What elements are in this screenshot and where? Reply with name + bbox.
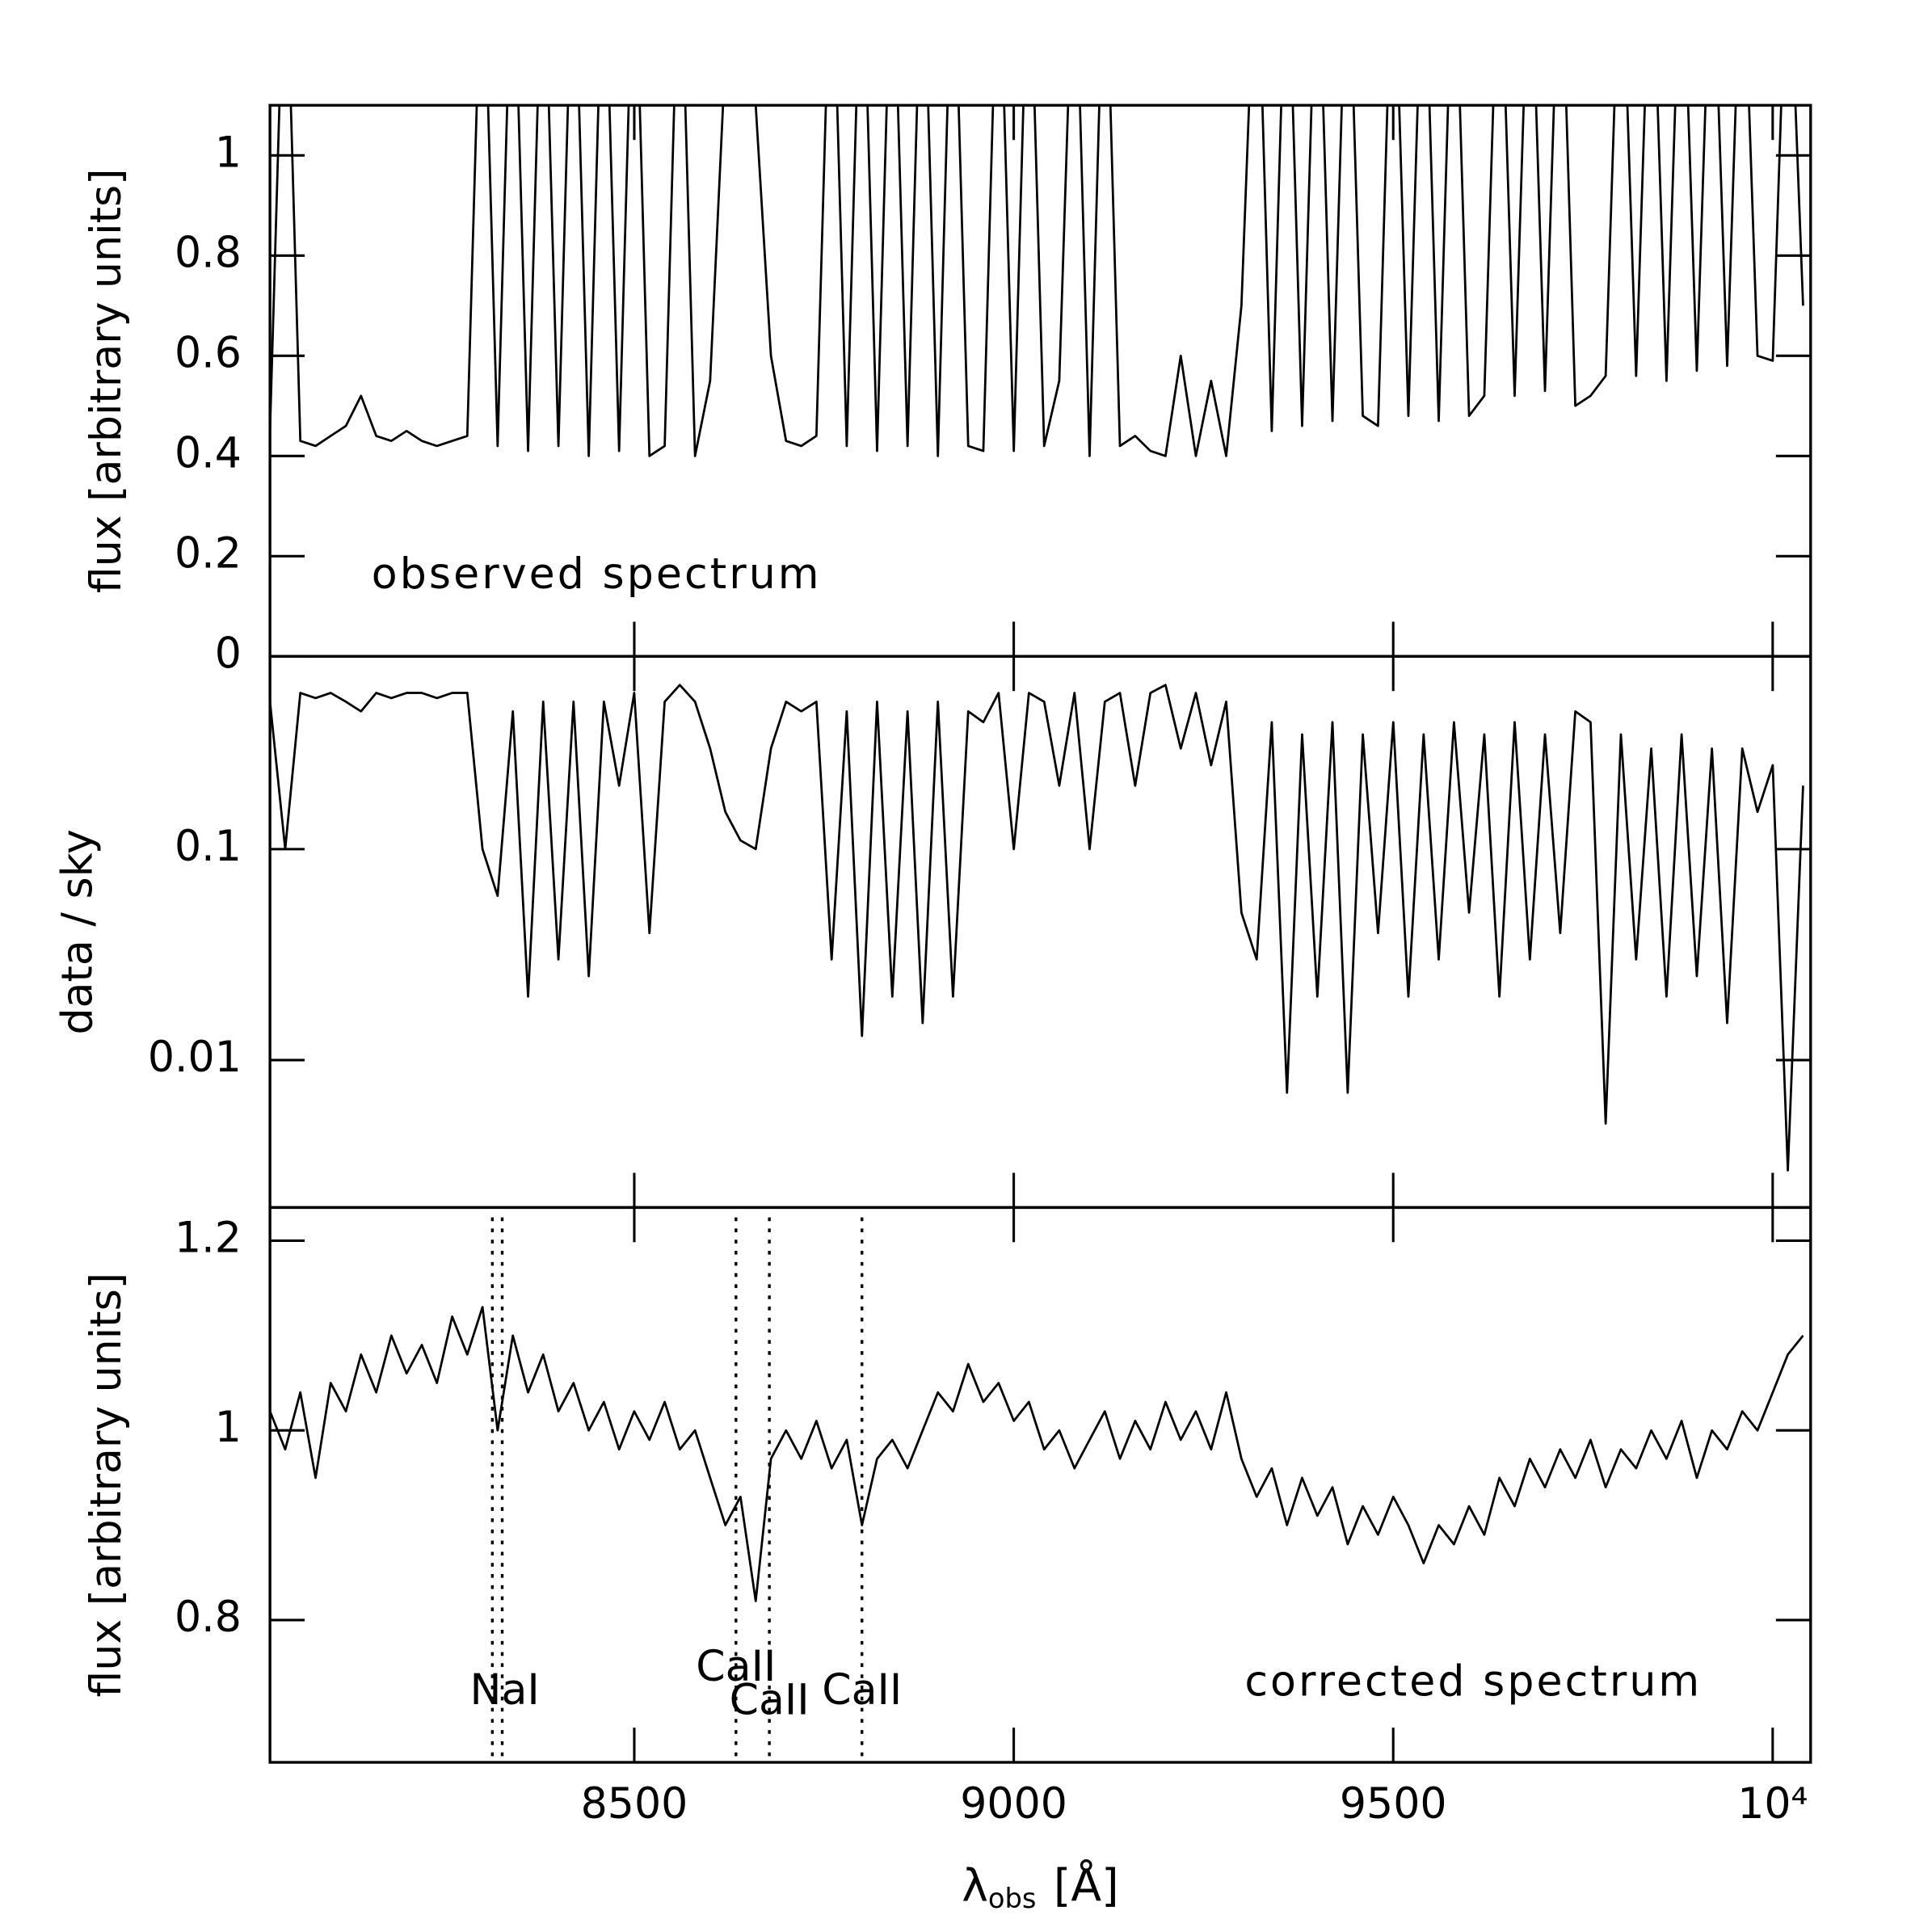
y-tick-label: 1 xyxy=(215,1404,242,1452)
panel-annotation: observed spectrum xyxy=(372,550,822,599)
line-marker-label: CaII xyxy=(822,1666,902,1715)
plot-frame xyxy=(268,655,1812,1210)
y-tick-label: 0.6 xyxy=(175,329,242,377)
line-marker-label: CaII xyxy=(696,1643,776,1691)
y-axis-label: flux [arbitrary units] xyxy=(82,169,131,594)
x-tick-label: 9000 xyxy=(960,1780,1067,1829)
x-tick-label: 8500 xyxy=(581,1780,688,1829)
panel-annotation: corrected spectrum xyxy=(1244,1657,1702,1706)
y-axis-label: data / sky xyxy=(54,829,103,1034)
y-tick-label: 0.8 xyxy=(175,229,242,277)
x-tick-label: 10⁴ xyxy=(1737,1780,1808,1829)
y-tick-label: 1 xyxy=(215,128,242,177)
spectrum-line xyxy=(270,1306,1804,1602)
y-tick-label: 0.2 xyxy=(175,529,242,578)
spectrum-line xyxy=(270,105,1804,457)
x-axis-label-part: [Å] xyxy=(1054,1858,1119,1912)
y-axis-label: flux [arbitrary units] xyxy=(82,1273,131,1698)
x-axis-label: λobs [Å] xyxy=(962,1858,1118,1913)
x-tick-label: 9500 xyxy=(1340,1780,1447,1829)
x-axis-label-part: obs xyxy=(988,1883,1037,1914)
spectrum-line xyxy=(270,684,1804,1172)
x-axis-label-part: λ xyxy=(962,1860,988,1912)
y-tick-label: 1.2 xyxy=(175,1214,242,1262)
line-marker-label: NaI xyxy=(469,1666,539,1715)
y-tick-label: 0.8 xyxy=(175,1593,242,1642)
y-tick-label: 0.1 xyxy=(175,823,242,871)
plot-frame xyxy=(268,1206,1812,1764)
y-tick-label: 0.4 xyxy=(175,429,242,478)
line-marker-label: CaII xyxy=(730,1676,810,1724)
y-tick-label: 0.01 xyxy=(148,1033,242,1082)
y-tick-label: 0 xyxy=(215,629,242,678)
